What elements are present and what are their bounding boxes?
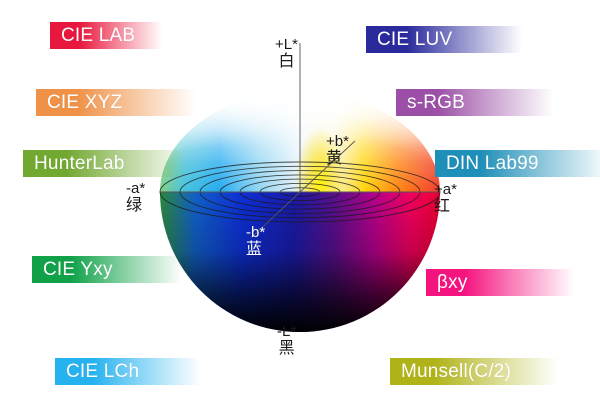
- label-cie-lab[interactable]: CIE LAB: [50, 22, 162, 49]
- axis-symbol-plus-L: +L*: [275, 36, 298, 53]
- label-cie-yxy-text: CIE Yxy: [43, 259, 113, 280]
- label-munsell-text: Munsell(C/2): [401, 361, 512, 382]
- axis-label-minus-a: -a* 绿: [126, 180, 145, 215]
- label-cie-xyz-text: CIE XYZ: [47, 92, 123, 113]
- label-hunterlab-text: HunterLab: [34, 153, 125, 174]
- axis-cn-minus-b: 蓝: [246, 241, 263, 258]
- label-munsell[interactable]: Munsell(C/2): [390, 358, 558, 385]
- axis-symbol-minus-a: -a*: [126, 180, 146, 197]
- axis-cn-minus-a: 绿: [126, 197, 143, 214]
- axis-symbol-minus-b: -b*: [246, 224, 266, 241]
- axis-label-minus-b: -b* 蓝: [246, 224, 265, 259]
- axis-lines: [160, 43, 440, 239]
- axis-symbol-minus-L: -L*: [277, 323, 297, 340]
- axis-cn-plus-L: 白: [278, 53, 295, 70]
- axis-symbol-plus-a: +a*: [434, 181, 457, 198]
- label-beta-xy-text: βxy: [437, 272, 468, 293]
- axis-label-plus-L: +L* 白: [275, 36, 298, 71]
- axis-label-minus-L: -L* 黑: [277, 323, 296, 358]
- label-beta-xy[interactable]: βxy: [426, 269, 574, 296]
- label-s-rgb-text: s-RGB: [407, 92, 465, 113]
- label-cie-lch-text: CIE LCh: [66, 361, 140, 382]
- label-hunterlab[interactable]: HunterLab: [23, 150, 188, 177]
- color-solid-sphere: [155, 43, 441, 333]
- label-cie-lch[interactable]: CIE LCh: [55, 358, 200, 385]
- axis-cn-minus-L: 黑: [278, 340, 295, 357]
- sphere-svg: [159, 43, 441, 332]
- label-din-lab99-text: DIN Lab99: [446, 153, 539, 174]
- label-cie-yxy[interactable]: CIE Yxy: [32, 256, 182, 283]
- label-cie-xyz[interactable]: CIE XYZ: [36, 89, 196, 116]
- label-din-lab99[interactable]: DIN Lab99: [435, 150, 600, 177]
- axis-cn-plus-a: 红: [434, 198, 451, 215]
- axis-label-plus-b: +b* 黄: [326, 133, 349, 168]
- label-s-rgb[interactable]: s-RGB: [396, 89, 553, 116]
- label-cie-luv-text: CIE LUV: [377, 29, 453, 50]
- axis-label-plus-a: +a* 红: [434, 181, 457, 216]
- axis-symbol-plus-b: +b*: [326, 133, 349, 150]
- label-cie-luv[interactable]: CIE LUV: [366, 26, 522, 53]
- axis-cn-plus-b: 黄: [326, 150, 343, 167]
- label-cie-lab-text: CIE LAB: [61, 25, 136, 46]
